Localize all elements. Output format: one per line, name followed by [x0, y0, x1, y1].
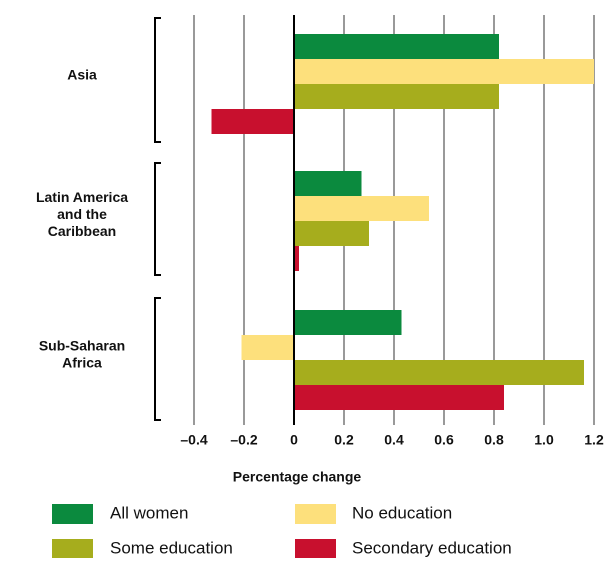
legend-label: No education: [352, 503, 452, 522]
group-bracket: [154, 297, 161, 421]
x-axis-label: Percentage change: [233, 469, 362, 485]
category-label: Asia: [67, 67, 97, 83]
bar: [294, 246, 299, 271]
legend-swatch: [295, 539, 336, 559]
x-tick-label: –0.4: [180, 432, 207, 448]
bar: [241, 335, 294, 360]
bar: [294, 310, 402, 335]
category-label-line: and the: [57, 206, 107, 222]
group-bracket: [154, 162, 161, 276]
legend-swatch: [52, 504, 93, 524]
legend-label: Some education: [110, 538, 233, 557]
category-label: Sub-Saharan Africa: [39, 337, 125, 370]
legend-label: All women: [110, 503, 188, 522]
bar: [294, 196, 429, 221]
x-tick-label: 0.8: [484, 432, 504, 448]
legend-swatch: [295, 504, 336, 524]
group-bracket: [154, 17, 161, 143]
bar: [294, 385, 504, 410]
category-label-line: Africa: [62, 354, 102, 370]
bar: [294, 360, 584, 385]
category-label-line: Latin America: [36, 189, 128, 205]
x-tick-label: 0.4: [384, 432, 404, 448]
bar: [294, 59, 594, 84]
x-tick-label: 1.0: [534, 432, 554, 448]
bar: [294, 34, 499, 59]
x-tick-label: 1.2: [584, 432, 604, 448]
legend-label: Secondary education: [352, 538, 512, 557]
category-label: Latin America and the Caribbean: [36, 189, 128, 239]
category-label-line: Caribbean: [48, 223, 116, 239]
bar: [294, 171, 362, 196]
category-label-line: Sub-Saharan: [39, 337, 125, 353]
x-tick-label: 0.2: [334, 432, 354, 448]
bar: [211, 109, 294, 134]
x-tick-label: 0.6: [434, 432, 454, 448]
bar: [294, 221, 369, 246]
legend-swatch: [52, 539, 93, 559]
bar: [294, 84, 499, 109]
x-tick-label: 0: [290, 432, 298, 448]
x-tick-label: –0.2: [230, 432, 257, 448]
